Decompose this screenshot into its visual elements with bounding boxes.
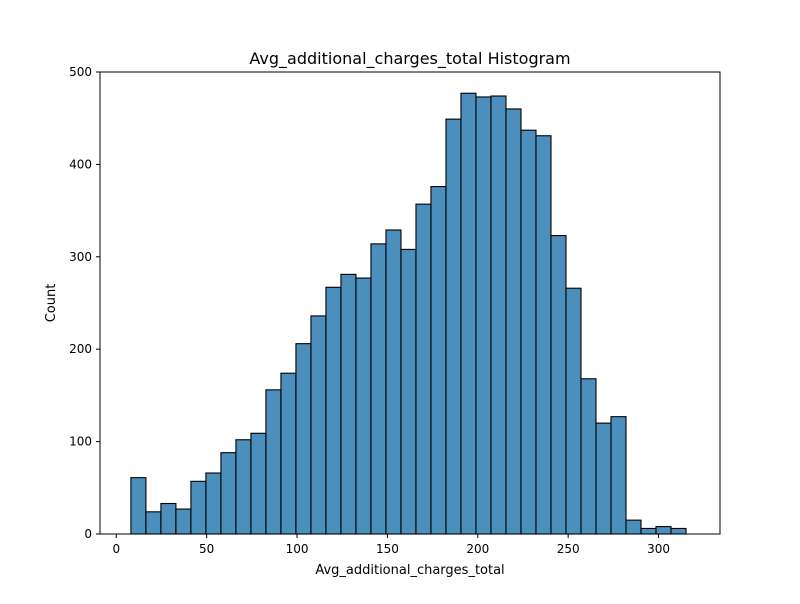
histogram-bar [235, 439, 252, 535]
histogram-bar [280, 372, 297, 535]
y-axis-label: Count [44, 284, 59, 323]
x-tick-label: 200 [466, 542, 489, 556]
histogram-bar [160, 502, 177, 535]
histogram-bar [415, 203, 432, 535]
histogram-bar [640, 527, 657, 535]
y-axis: 0 100 200 300 400 500 [69, 65, 100, 541]
x-tick-label: 300 [647, 542, 670, 556]
x-tick-label: 0 [112, 542, 120, 556]
histogram-bar [430, 186, 447, 535]
histogram-bar [145, 511, 162, 535]
histogram-bar [205, 472, 222, 535]
y-tick-label: 200 [69, 342, 92, 356]
x-tick-label: 100 [286, 542, 309, 556]
histogram-bar [130, 477, 147, 535]
histogram-bar [610, 416, 627, 535]
x-axis: 0 50 100 150 200 250 300 [112, 534, 670, 556]
histogram-bar [475, 96, 492, 535]
histogram-bar [385, 229, 402, 535]
y-tick-label: 100 [69, 435, 92, 449]
histogram-bar [595, 422, 612, 535]
histogram-bar [625, 519, 642, 535]
plot-area-frame [99, 71, 721, 535]
y-tick-label: 500 [69, 65, 92, 79]
histogram-bar [670, 527, 687, 535]
histogram-bar [295, 343, 312, 535]
histogram-bar [310, 315, 327, 535]
histogram-bar [580, 378, 597, 535]
bars [130, 92, 687, 535]
histogram-bar [460, 92, 477, 535]
histogram-bar [535, 135, 552, 535]
histogram-bar [445, 118, 462, 535]
x-tick-label: 150 [376, 542, 399, 556]
histogram-bar [370, 243, 387, 535]
histogram-bar [325, 286, 342, 535]
chart-title: Avg_additional_charges_total Histogram [249, 49, 570, 69]
histogram-bar [340, 273, 357, 535]
histogram-bar [505, 108, 522, 535]
histogram-bar [220, 452, 237, 535]
histogram-bar [400, 248, 417, 535]
x-axis-label: Avg_additional_charges_total [315, 563, 504, 578]
histogram-bar [190, 480, 207, 535]
histogram-bar [265, 389, 282, 535]
histogram-bar [250, 432, 267, 535]
histogram-bar [355, 277, 372, 535]
histogram-bar [565, 287, 582, 535]
histogram-bar [175, 508, 192, 535]
y-tick-label: 0 [84, 527, 92, 541]
histogram-bar [520, 129, 537, 535]
y-tick-label: 300 [69, 250, 92, 264]
x-tick-label: 250 [557, 542, 580, 556]
histogram-bar [490, 95, 507, 535]
histogram-bar [550, 234, 567, 535]
y-tick-label: 400 [69, 157, 92, 171]
histogram-bar [655, 526, 672, 535]
x-tick-label: 50 [199, 542, 214, 556]
